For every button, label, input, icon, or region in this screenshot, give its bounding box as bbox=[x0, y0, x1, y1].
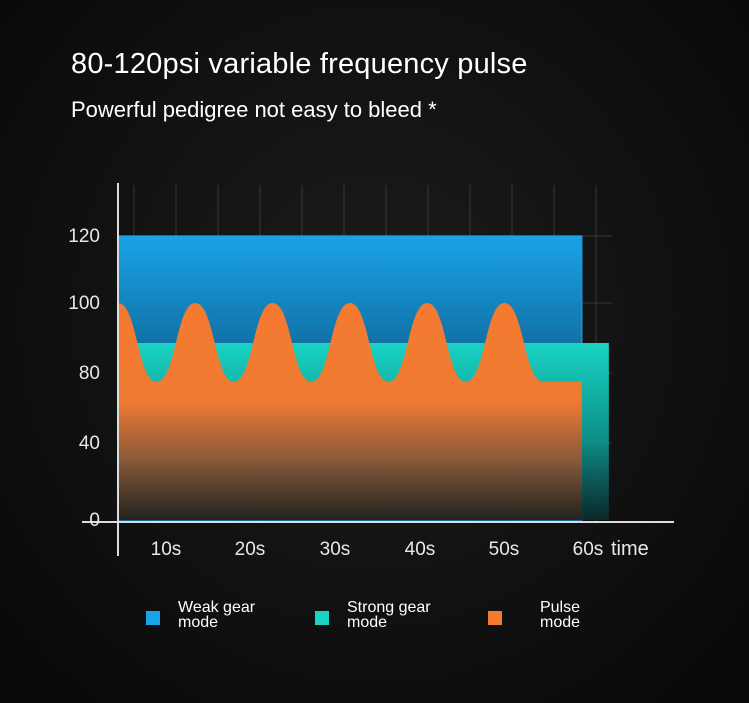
legend-label-strong-line2: mode bbox=[347, 614, 388, 631]
chart-title: 80-120psi variable frequency pulse bbox=[71, 48, 528, 80]
series-pulse-area bbox=[118, 303, 582, 520]
y-tick-label: 120 bbox=[68, 226, 100, 247]
legend: Weak gear mode Strong gear mode Pulse mo… bbox=[0, 600, 749, 650]
legend-label-strong: Strong gear mode bbox=[347, 599, 457, 631]
x-tick-label: 10s bbox=[151, 539, 182, 560]
x-tick-label: 40s bbox=[405, 539, 436, 560]
y-tick-label: 100 bbox=[68, 293, 100, 314]
y-tick-label: 40 bbox=[79, 433, 100, 454]
legend-label-weak-line2: mode bbox=[178, 614, 219, 631]
legend-swatch-strong bbox=[315, 611, 329, 625]
legend-label-pulse-line2: mode bbox=[539, 614, 581, 631]
x-axis-title: time bbox=[611, 538, 649, 560]
legend-swatch-weak bbox=[146, 611, 160, 625]
legend-label-weak: Weak gear mode bbox=[178, 599, 288, 631]
chart-subtitle: Powerful pedigree not easy to bleed * bbox=[71, 97, 437, 122]
x-tick-label: 50s bbox=[489, 539, 520, 560]
x-tick-label: 30s bbox=[320, 539, 351, 560]
legend-label-weak-line1: Weak gear bbox=[178, 599, 256, 616]
y-tick-label: 80 bbox=[79, 363, 100, 384]
legend-item-strong: Strong gear mode bbox=[315, 599, 457, 631]
y-tick-label: 0 bbox=[89, 510, 100, 531]
x-tick-label: 60s bbox=[573, 539, 604, 560]
legend-label-strong-line1: Strong gear bbox=[347, 599, 431, 616]
legend-item-weak: Weak gear mode bbox=[146, 599, 288, 631]
legend-swatch-pulse bbox=[488, 611, 502, 625]
x-tick-label: 20s bbox=[235, 539, 266, 560]
legend-label-pulse: Pulse mode bbox=[520, 599, 600, 631]
legend-label-pulse-line1: Pulse bbox=[539, 599, 581, 616]
legend-item-pulse: Pulse mode bbox=[488, 599, 600, 631]
